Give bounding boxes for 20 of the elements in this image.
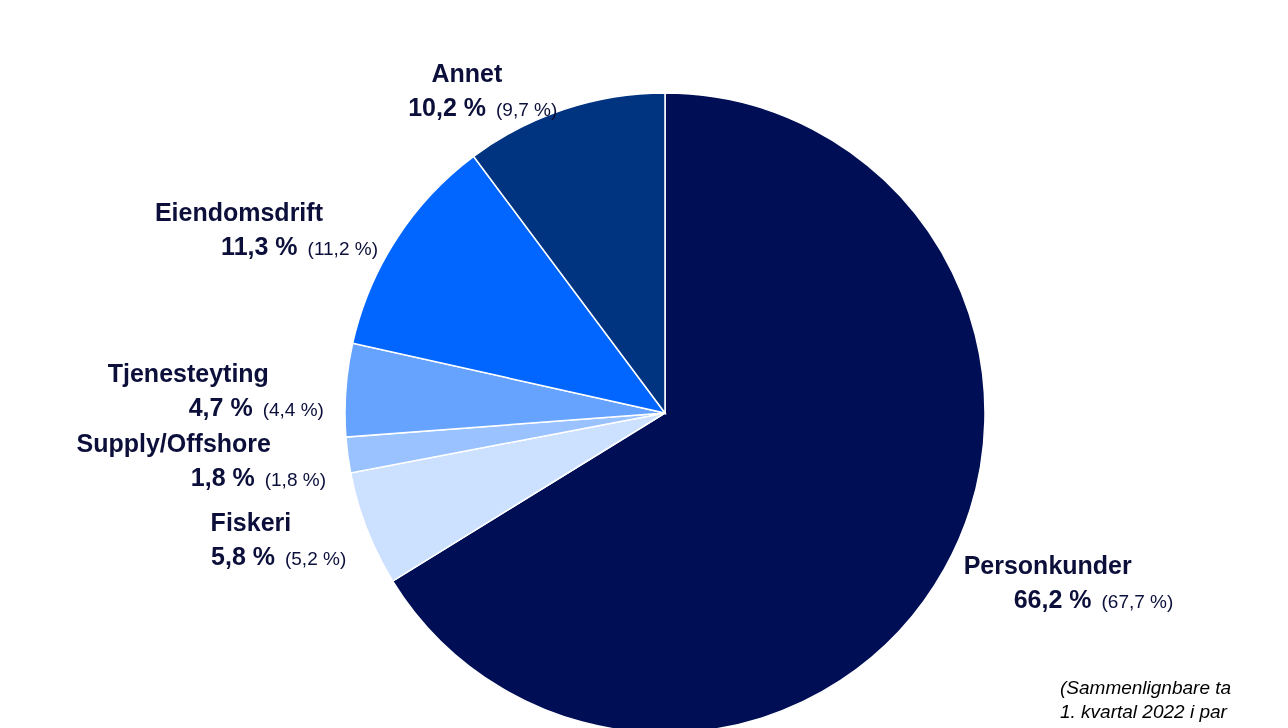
text: (67,7 %) (1101, 590, 1174, 612)
text: 1. kvartal 2022 i par (1060, 700, 1229, 724)
slice-label: Personkunder (963, 550, 1133, 579)
text: (Sammenlignbare ta (1060, 676, 1232, 700)
slice-label: Fiskeri (210, 507, 292, 536)
data-label: 10,2 % (408, 93, 487, 122)
slice-label: Eiendomsdrift (154, 198, 324, 227)
slice-label: Supply/Offshore (76, 429, 272, 457)
data-label: 11,3 % (221, 232, 298, 261)
data-label: 1,8 % (190, 463, 255, 491)
slice-label: Annet (431, 59, 503, 88)
text: (11,2 %) (307, 238, 378, 260)
slice-label: Tjenesteyting (107, 359, 269, 388)
text: (1,8 %) (264, 469, 326, 490)
text: (4,4 %) (262, 399, 324, 421)
data-label: 5,8 % (211, 541, 275, 570)
text: (9,7 %) (496, 99, 558, 121)
text: (5,2 %) (284, 547, 347, 569)
data-label: 4,7 % (188, 393, 253, 422)
data-label: 66,2 % (1013, 584, 1092, 613)
